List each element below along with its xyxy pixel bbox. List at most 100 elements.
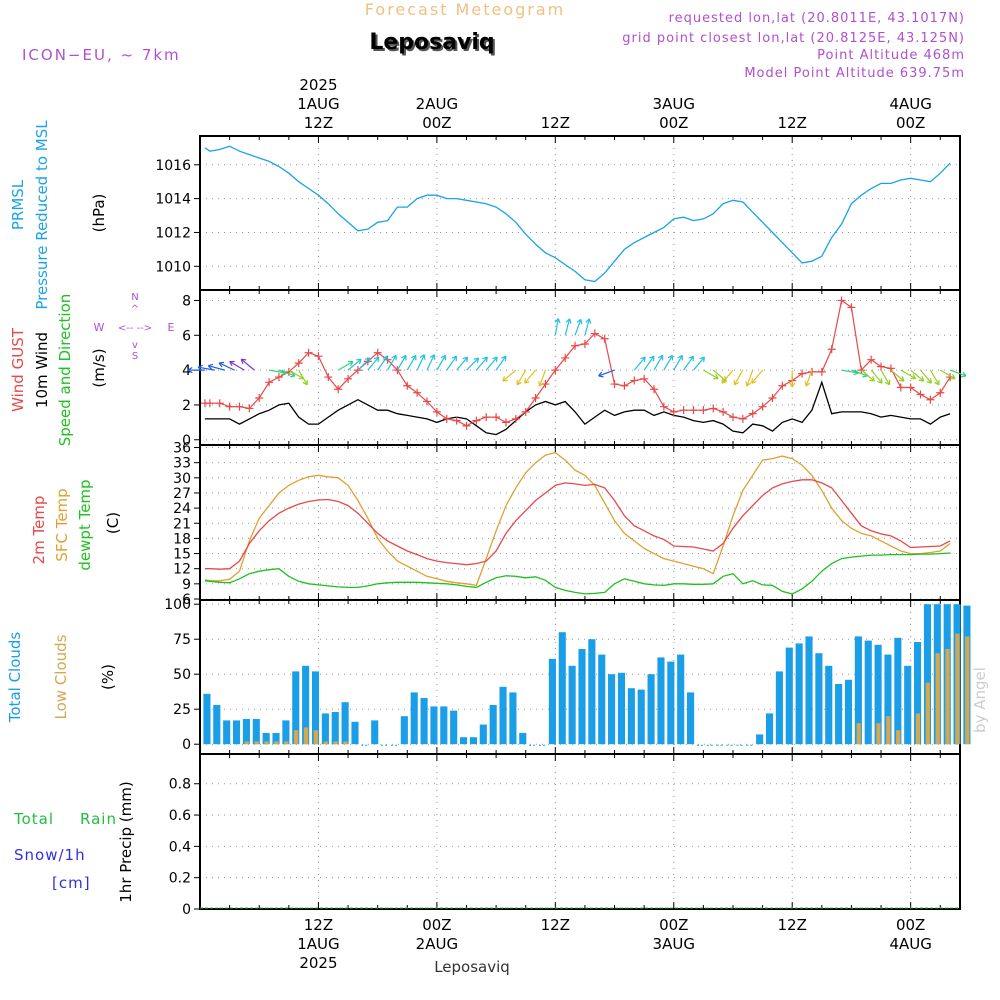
gust-marker [403, 381, 412, 390]
wind-arrow [751, 369, 764, 384]
wind-arrow [554, 318, 559, 336]
wind-arrow-head [804, 381, 811, 387]
precip-snow-unit: [cm] [52, 874, 91, 892]
gust-marker [738, 414, 747, 423]
gust-marker [719, 407, 728, 416]
total-cloud-bar [894, 637, 902, 745]
wind-arrow-head [356, 358, 362, 365]
wind-arrow [910, 369, 925, 382]
wind-arrow [703, 369, 719, 380]
watermark: by Angel [971, 667, 989, 733]
gust-marker [215, 399, 224, 408]
top-time-label: 12Z [541, 114, 570, 132]
low-cloud-bar [896, 730, 901, 745]
gust-marker [482, 413, 491, 422]
wind-arrow [949, 369, 967, 377]
gust-marker [906, 383, 915, 392]
wind-arrow [890, 369, 905, 382]
gust-marker [501, 418, 510, 427]
gust-marker [590, 329, 599, 338]
total-cloud-bar [282, 720, 290, 745]
wind-arrow-head [429, 354, 436, 360]
y-tick-label: 50 [173, 667, 191, 683]
gust-marker [669, 407, 678, 416]
total-cloud-bar [617, 672, 626, 745]
gust-marker [571, 341, 580, 350]
low-cloud-bar [915, 713, 921, 745]
total-cloud-bar [598, 654, 606, 745]
total-cloud-bar [321, 713, 329, 745]
wind-arrow [860, 369, 875, 382]
gust-marker [472, 416, 481, 425]
gust-marker [679, 406, 688, 415]
temp-unit: (C) [104, 512, 122, 534]
total-cloud-bar [825, 665, 833, 745]
wind-arrow-head [451, 355, 458, 362]
gust-marker [225, 402, 234, 411]
low-cloud-bar [935, 653, 940, 745]
wind-arrow [475, 356, 488, 371]
low-cloud-bar [965, 636, 970, 745]
dewpoint-label: dewpt Temp [76, 479, 94, 570]
wind-speed-label: 10m Wind [33, 332, 51, 408]
y-tick-label: 1016 [155, 158, 191, 174]
wind-arrow [268, 369, 286, 374]
wind-arrow [288, 369, 304, 380]
wind-arrow-head [733, 379, 740, 386]
total-cloud-bar [627, 688, 635, 745]
wind-arrow [446, 355, 457, 371]
wind-arrow [367, 356, 380, 371]
wind-arrow-head [382, 355, 389, 362]
y-tick-label: 6 [182, 592, 191, 608]
requested-coords: requested lon,lat (20.8011E, 43.1017N) [669, 11, 965, 26]
total-cloud-bar [400, 716, 408, 745]
low-cloud-bar [303, 727, 309, 745]
precip-axis-label: 1hr Precip (mm) [117, 781, 135, 902]
total-cloud-bar [785, 647, 793, 745]
gust-marker [659, 402, 668, 411]
wind-arrow [900, 369, 916, 380]
low-cloud-bar [254, 741, 259, 745]
wind-panel: 0 2 4 6 8 [182, 289, 967, 449]
wind-arrow [406, 355, 417, 371]
clouds-unit: (%) [99, 664, 117, 690]
bottom-time-label: 00Z [659, 916, 688, 934]
wind-arrow-head [657, 354, 664, 361]
wind-arrow-head [492, 356, 498, 363]
y-tick-label: 36 [173, 441, 191, 457]
gust-marker [817, 367, 826, 376]
gust-marker [650, 385, 659, 394]
wind-arrow [653, 355, 664, 371]
gust-marker [896, 383, 905, 392]
wind-arrow-head [667, 354, 674, 361]
bottom-time-label: 00Z [896, 916, 925, 934]
gust-marker [492, 413, 501, 422]
total-cloud-bar [923, 604, 932, 745]
location-title: Leposaviq [369, 30, 494, 55]
total-clouds-label: Total Clouds [6, 632, 24, 724]
gust-marker [442, 414, 451, 423]
gust-marker [768, 393, 777, 402]
gust-marker [857, 366, 866, 375]
total-cloud-bar [272, 733, 280, 745]
wind-arrow-head [401, 354, 407, 361]
footer-location: Leposaviq [434, 958, 510, 976]
wind-arrow-head [229, 360, 235, 367]
total-cloud-bar [351, 721, 359, 745]
wind-arrow [598, 369, 615, 377]
precip-total-label: Total [13, 810, 54, 828]
gust-marker [521, 407, 530, 416]
total-cloud-bar [430, 706, 438, 745]
y-tick-label: 1012 [155, 225, 191, 241]
top-time-label: 12Z [778, 114, 807, 132]
top-time-label: 00Z [896, 114, 925, 132]
y-tick-label: 1010 [155, 259, 191, 275]
bottom-time-label: 3AUG [653, 935, 695, 953]
wind-arrow-head [347, 360, 354, 367]
pressure-label-long: Pressure Reduced to MSL [33, 120, 51, 310]
low-cloud-bar [244, 741, 249, 745]
total-cloud-bar [341, 702, 349, 745]
wind-arrow-head [501, 355, 507, 362]
